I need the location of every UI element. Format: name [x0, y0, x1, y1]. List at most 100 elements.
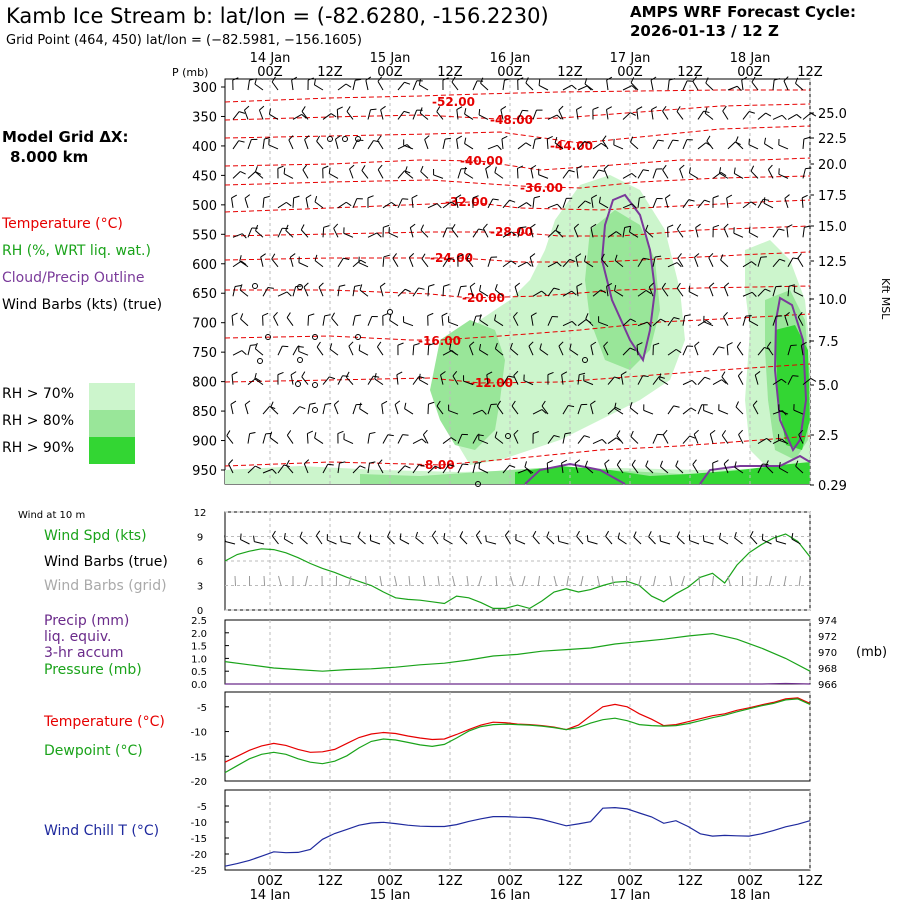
wind-barb-flag	[424, 135, 430, 140]
wind-barb	[682, 379, 693, 386]
wind-barb	[442, 350, 453, 356]
wind-barb	[433, 174, 444, 179]
wind-barb-flag	[283, 532, 286, 540]
wind-barb-flag	[569, 258, 576, 263]
wind-barb-grid	[379, 575, 383, 587]
wind-barb-flag	[485, 164, 491, 170]
wind-barb-flag	[365, 76, 372, 81]
wind-barb-flag	[408, 253, 415, 258]
calm-circle	[295, 381, 301, 387]
wind-barb	[412, 438, 423, 444]
wind-barb-flag	[665, 194, 671, 199]
wind-barb	[783, 80, 789, 91]
precip-tick-label: 0.5	[191, 667, 207, 678]
calm-circle	[297, 284, 303, 290]
wind-barb	[558, 345, 564, 356]
pressure-tick-label: 950	[192, 464, 217, 479]
wind-barb	[676, 111, 684, 120]
wind-barb-flag	[709, 282, 715, 288]
contour-label: -24.00	[430, 251, 473, 265]
wind-barb-flag	[532, 431, 539, 435]
wind-barb	[517, 261, 528, 268]
wind-barb	[510, 348, 519, 356]
wind-barb	[232, 350, 243, 356]
wind-barb	[757, 347, 765, 356]
wind-barb	[772, 286, 777, 297]
wind-barb	[299, 536, 308, 545]
wind-barb-flag	[571, 290, 577, 296]
wind-barb-flag	[784, 194, 790, 199]
wind-barb	[392, 257, 399, 268]
wind-barb-flag	[333, 223, 339, 229]
wind-barb-grid	[553, 575, 557, 587]
wind-barb	[504, 535, 511, 545]
wind-barb	[427, 203, 438, 209]
top-time-tick-label: 12Z	[437, 65, 463, 80]
wind-barb-flag	[603, 164, 609, 170]
bottom-time-tick-label: 12Z	[677, 874, 703, 889]
wind-barb-grid	[495, 575, 498, 587]
wind-barb	[486, 540, 497, 545]
wind-barb	[648, 286, 654, 297]
wind-barb	[737, 375, 744, 385]
wind-barb	[286, 465, 294, 474]
wind-barb	[300, 229, 309, 238]
temperature-contour	[225, 285, 811, 299]
wind-barb-flag	[255, 377, 262, 382]
wind-barb-flag	[721, 371, 726, 377]
wind-barb-flag	[337, 106, 343, 110]
rh-shaded-region	[515, 462, 810, 484]
wind-barb-flag	[389, 314, 392, 321]
wind-barb-flag	[571, 84, 577, 90]
wind-barb	[482, 228, 489, 238]
wind-barb-flag	[704, 107, 708, 114]
wind-barb	[399, 538, 410, 545]
wind-barb	[442, 201, 452, 209]
wind-barb-flag	[301, 106, 306, 112]
wind-barb-flag	[448, 257, 455, 261]
wind-barb	[436, 405, 444, 415]
wind-barb	[697, 404, 703, 415]
wind-barb	[358, 262, 369, 268]
wind-barb	[289, 256, 294, 267]
wind-barb-flag	[305, 194, 312, 199]
wind-barb	[677, 257, 684, 268]
wind-barb	[523, 380, 534, 386]
wind-barb	[231, 374, 234, 385]
pressure-tick-label: 350	[192, 110, 217, 125]
wind-barb-flag	[428, 342, 435, 346]
wind-barb-grid	[611, 575, 615, 587]
legend-wind-barbs: Wind Barbs (kts) (true)	[2, 297, 163, 313]
wind-barb	[404, 171, 414, 179]
wind-barb	[742, 291, 753, 297]
wind-barb	[448, 321, 459, 327]
bottom-time-tick-label: 12Z	[797, 874, 823, 889]
wind-barb-flag	[397, 342, 404, 346]
wind-barb	[243, 109, 249, 120]
wind-barb	[472, 409, 483, 415]
wind-barb-flag	[797, 312, 803, 318]
wind-barb-flag	[508, 375, 515, 378]
wind-barb	[607, 231, 617, 238]
wind-barb	[762, 539, 772, 545]
wind-barb	[757, 199, 764, 209]
wind-barb-flag	[244, 194, 251, 199]
legend-cloud: Cloud/Precip Outline	[2, 270, 145, 286]
height-tick-label: 25.0	[818, 107, 847, 122]
wind-barb-flag	[533, 195, 541, 199]
wind-barb	[576, 536, 584, 545]
wind-barb-flag	[541, 409, 547, 414]
wind-barb	[367, 232, 378, 238]
calm-circle	[505, 433, 511, 439]
temperature-contour	[224, 175, 811, 189]
pressure-tick-label: 850	[192, 405, 217, 420]
wind-barb	[569, 349, 579, 356]
wind-barb	[254, 83, 264, 91]
wind-barb	[457, 434, 463, 444]
wind-barb-flag	[290, 253, 296, 258]
wind-barb	[292, 346, 299, 356]
wind-barb-grid	[537, 575, 540, 587]
wind-barb	[694, 345, 699, 356]
wind-barb-flag	[345, 371, 350, 378]
pressure-tick-label: 700	[192, 317, 217, 332]
